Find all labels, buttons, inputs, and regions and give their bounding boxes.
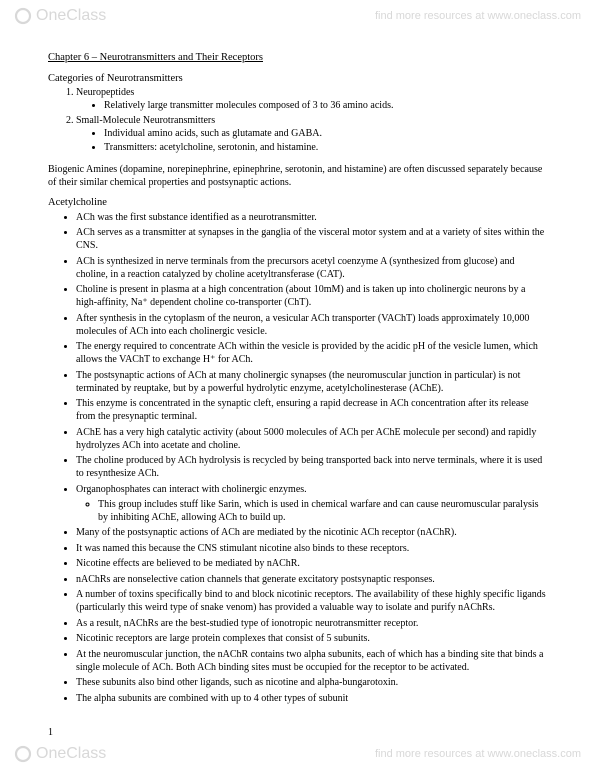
watermark-top: OneClass find more resources at www.onec… xyxy=(0,4,595,28)
list-item: This enzyme is concentrated in the synap… xyxy=(76,397,547,423)
nested-list: This group includes stuff like Sarin, wh… xyxy=(76,498,547,524)
list-item: These subunits also bind other ligands, … xyxy=(76,676,547,689)
list-item: nAChRs are nonselective cation channels … xyxy=(76,573,547,586)
brand-logo-bottom: OneClass xyxy=(14,745,106,763)
biogenic-paragraph: Biogenic Amines (dopamine, norepinephrin… xyxy=(48,163,547,189)
category-label: Neuropeptides xyxy=(76,87,134,98)
page-content: Chapter 6 – Neurotransmitters and Their … xyxy=(48,52,547,734)
list-item: The alpha subunits are combined with up … xyxy=(76,692,547,705)
list-item: The energy required to concentrate ACh w… xyxy=(76,340,547,366)
logo-icon xyxy=(14,7,32,25)
list-item: AChE has a very high catalytic activity … xyxy=(76,426,547,452)
page-number: 1 xyxy=(48,727,53,738)
category-label: Small-Molecule Neurotransmitters xyxy=(76,115,215,126)
list-item: Choline is present in plasma at a high c… xyxy=(76,283,547,309)
watermark-tagline-top: find more resources at www.oneclass.com xyxy=(375,10,581,22)
brand-text-bottom: OneClass xyxy=(36,745,106,763)
brand-text: OneClass xyxy=(36,7,106,25)
category-sublist: Individual amino acids, such as glutamat… xyxy=(76,128,547,155)
list-item-text: Organophosphates can interact with choli… xyxy=(76,484,307,495)
list-item: It was named this because the CNS stimul… xyxy=(76,542,547,555)
category-sublist: Relatively large transmitter molecules c… xyxy=(76,100,547,113)
list-item: ACh was the first substance identified a… xyxy=(76,211,547,224)
list-item: The choline produced by ACh hydrolysis i… xyxy=(76,454,547,480)
categories-heading: Categories of Neurotransmitters xyxy=(48,73,547,84)
nested-item: This group includes stuff like Sarin, wh… xyxy=(98,498,547,524)
list-item: ACh serves as a transmitter at synapses … xyxy=(76,226,547,252)
sub-item: Transmitters: acetylcholine, serotonin, … xyxy=(104,142,547,155)
ach-bullet-list: ACh was the first substance identified a… xyxy=(48,211,547,705)
list-item: Nicotinic receptors are large protein co… xyxy=(76,632,547,645)
category-item: Small-Molecule Neurotransmitters Individ… xyxy=(76,115,547,155)
list-item: At the neuromuscular junction, the nAChR… xyxy=(76,648,547,674)
list-item: Organophosphates can interact with choli… xyxy=(76,483,547,524)
category-item: Neuropeptides Relatively large transmitt… xyxy=(76,87,547,113)
categories-list: Neuropeptides Relatively large transmitt… xyxy=(48,87,547,155)
sub-item: Individual amino acids, such as glutamat… xyxy=(104,128,547,141)
ach-heading: Acetylcholine xyxy=(48,197,547,208)
list-item: As a result, nAChRs are the best-studied… xyxy=(76,617,547,630)
list-item: A number of toxins specifically bind to … xyxy=(76,588,547,614)
brand-logo: OneClass xyxy=(14,7,106,25)
chapter-title: Chapter 6 – Neurotransmitters and Their … xyxy=(48,52,547,63)
sub-item: Relatively large transmitter molecules c… xyxy=(104,100,547,113)
list-item: Many of the postsynaptic actions of ACh … xyxy=(76,526,547,539)
list-item: Nicotine effects are believed to be medi… xyxy=(76,557,547,570)
watermark-tagline-bottom: find more resources at www.oneclass.com xyxy=(375,748,581,760)
logo-icon xyxy=(14,745,32,763)
list-item: After synthesis in the cytoplasm of the … xyxy=(76,312,547,338)
watermark-bottom: OneClass find more resources at www.onec… xyxy=(0,742,595,766)
list-item: ACh is synthesized in nerve terminals fr… xyxy=(76,255,547,281)
list-item: The postsynaptic actions of ACh at many … xyxy=(76,369,547,395)
